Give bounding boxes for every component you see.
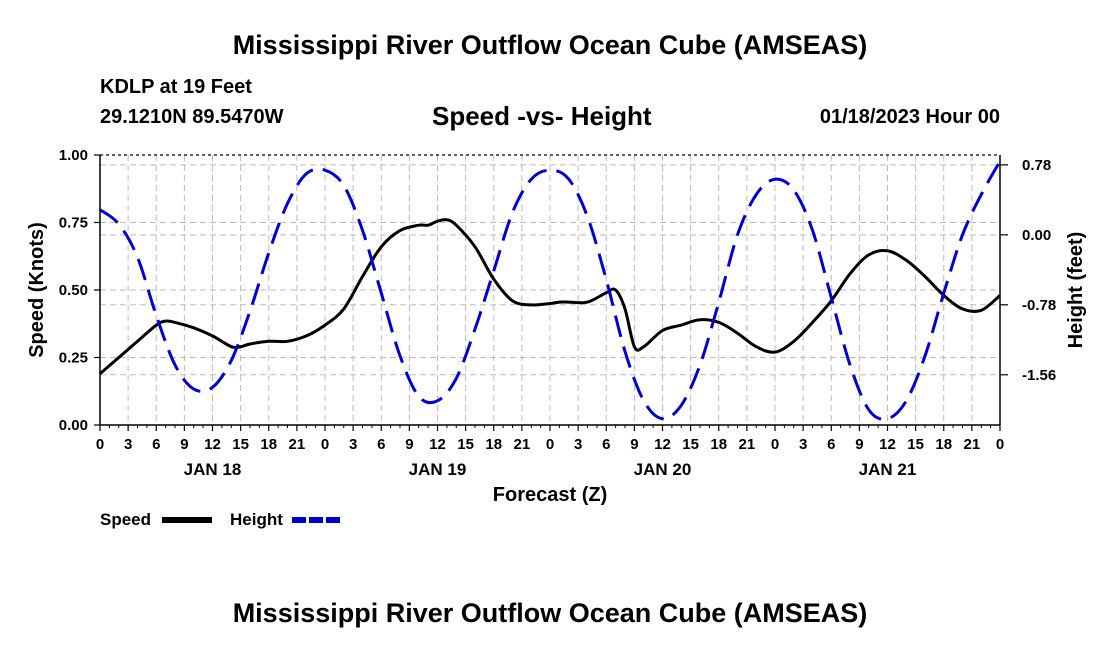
x-tick-label: 0 xyxy=(321,436,329,453)
x-tick-label: 6 xyxy=(827,436,835,453)
x-tick-label: 9 xyxy=(180,436,188,453)
y-axis-title: Speed (Knots) xyxy=(26,222,48,358)
main-title: Mississippi River Outflow Ocean Cube (AM… xyxy=(232,30,868,60)
station-label: KDLP at 19 Feet xyxy=(100,76,252,98)
x-tick-label: 21 xyxy=(514,436,531,453)
x-tick-label: 3 xyxy=(574,436,582,453)
x-tick-label: 6 xyxy=(377,436,385,453)
x-tick-label: 12 xyxy=(429,436,446,453)
x-tick-label: 18 xyxy=(260,436,277,453)
y2-tick-label: -0.78 xyxy=(1022,297,1056,314)
y2-tick-label: 0.78 xyxy=(1022,157,1051,174)
x-tick-label: 12 xyxy=(879,436,896,453)
x-tick-label: 12 xyxy=(654,436,671,453)
x-tick-label: 15 xyxy=(907,436,924,453)
y2-axis-title: Height (feet) xyxy=(1065,232,1087,349)
x-tick-label: 0 xyxy=(546,436,554,453)
day-label: JAN 19 xyxy=(409,460,467,479)
x-tick-label: 12 xyxy=(204,436,221,453)
x-tick-label: 18 xyxy=(710,436,727,453)
x-tick-label: 21 xyxy=(289,436,306,453)
y2-tick-label: -1.56 xyxy=(1022,367,1056,384)
y-tick-label: 0.50 xyxy=(59,282,88,299)
x-tick-label: 3 xyxy=(799,436,807,453)
height-series-line xyxy=(99,160,1002,421)
legend-height-label: Height xyxy=(230,510,283,529)
y-tick-label: 1.00 xyxy=(59,147,88,164)
y-tick-label: 0.25 xyxy=(59,350,88,367)
x-tick-label: 21 xyxy=(964,436,981,453)
y-tick-label: 0.00 xyxy=(59,417,88,434)
x-tick-label: 6 xyxy=(602,436,610,453)
day-label: JAN 20 xyxy=(634,460,692,479)
x-tick-label: 18 xyxy=(935,436,952,453)
x-tick-label: 0 xyxy=(96,436,104,453)
x-tick-label: 9 xyxy=(630,436,638,453)
x-tick-label: 3 xyxy=(349,436,357,453)
x-tick-label: 18 xyxy=(485,436,502,453)
x-tick-label: 15 xyxy=(682,436,699,453)
day-label: JAN 18 xyxy=(184,460,242,479)
y-tick-label: 0.75 xyxy=(59,215,88,232)
day-label: JAN 21 xyxy=(859,460,917,479)
x-tick-label: 15 xyxy=(232,436,249,453)
bottom-title: Mississippi River Outflow Ocean Cube (AM… xyxy=(232,598,868,628)
x-tick-label: 21 xyxy=(739,436,756,453)
chart-subtitle: Speed -vs- Height xyxy=(432,101,652,131)
x-tick-label: 15 xyxy=(457,436,474,453)
legend-speed-label: Speed xyxy=(100,510,151,529)
x-tick-label: 0 xyxy=(996,436,1004,453)
x-tick-label: 9 xyxy=(855,436,863,453)
coordinates-label: 29.1210N 89.5470W xyxy=(100,106,284,128)
x-tick-label: 6 xyxy=(152,436,160,453)
speed-series-line xyxy=(99,218,1001,375)
x-axis-title: Forecast (Z) xyxy=(493,484,607,506)
forecast-datetime: 01/18/2023 Hour 00 xyxy=(819,106,1000,128)
x-tick-label: 9 xyxy=(405,436,413,453)
x-tick-label: 3 xyxy=(124,436,132,453)
y2-tick-label: 0.00 xyxy=(1022,227,1051,244)
x-tick-label: 0 xyxy=(771,436,779,453)
